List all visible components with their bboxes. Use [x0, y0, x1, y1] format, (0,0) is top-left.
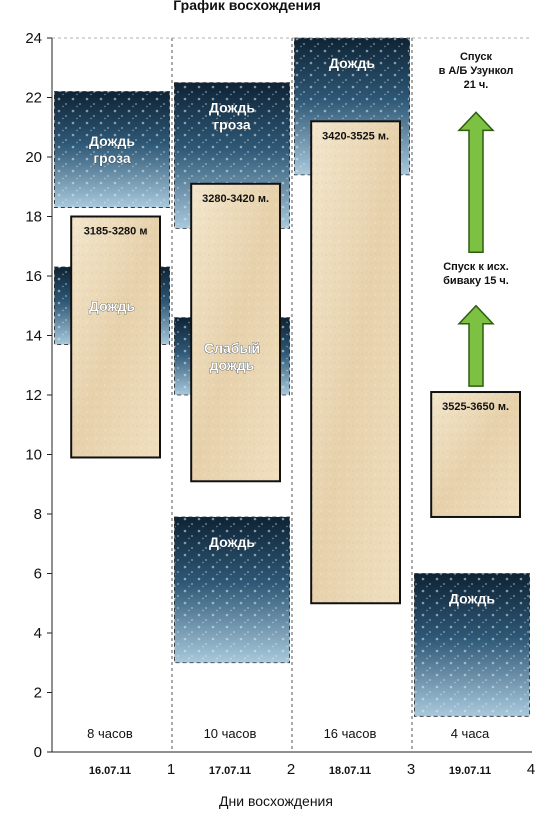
day-date-label: 18.07.11: [329, 765, 371, 777]
climb-bar: 3280-3420 м.: [190, 182, 281, 483]
climb-bar: 3525-3650 м.: [430, 391, 522, 518]
weather-block: [173, 516, 290, 664]
annotation-layer: ДождьгрозаДождьДождьгрозаСлабыйдождьДожд…: [89, 51, 514, 607]
day-duration-label: 16 часов: [324, 726, 377, 741]
climb-bar-label: 3525-3650 м.: [442, 401, 509, 413]
descent-arrow: [457, 304, 495, 387]
y-tick-label: 4: [34, 625, 42, 642]
weather-block-border: [54, 91, 170, 208]
annotation-text: Спуск: [460, 51, 493, 63]
annotation-text: 21 ч.: [464, 79, 489, 91]
climb-bar: 3420-3525 м.: [310, 120, 402, 605]
grid-layer: [171, 38, 413, 752]
y-tick-label: 18: [25, 209, 42, 226]
y-tick-label: 8: [34, 506, 42, 523]
annotation-text: биваку 15 ч.: [443, 275, 509, 287]
x-axis-label: Дни восхождения: [219, 793, 333, 809]
day-date-label: 16.07.11: [89, 765, 131, 777]
weather-label: гроза: [213, 117, 251, 133]
climb-bar-texture: [192, 184, 279, 481]
y-tick-label: 16: [25, 268, 42, 285]
descent-arrow: [457, 111, 495, 253]
climb-bar-label: 3420-3525 м.: [322, 130, 389, 142]
weather-label: Слабый: [204, 340, 260, 356]
weather-label: дождь: [210, 357, 255, 373]
weather-block: [413, 573, 530, 717]
day-duration-label: 10 часов: [204, 726, 257, 741]
climb-layer: 3185-3280 м 3280-3420 м. 3420-3525 м. 3525-…: [70, 120, 522, 605]
weather-label: гроза: [93, 150, 131, 166]
weather-block: [54, 91, 170, 208]
annotation-text: Спуск к исх.: [443, 261, 509, 273]
weather-label: Дождь: [329, 55, 375, 71]
chart-title: График восхождения: [173, 0, 321, 13]
weather-label: Дождь: [209, 534, 255, 550]
y-tick-label: 24: [25, 30, 42, 47]
day-duration-label: 8 часов: [87, 726, 133, 741]
y-tick-label: 0: [34, 744, 42, 761]
climb-bar-texture: [72, 217, 159, 457]
y-tick-label: 22: [25, 90, 42, 107]
y-tick-label: 14: [25, 328, 42, 345]
weather-label: Дождь: [449, 591, 495, 607]
climb-bar-texture: [432, 393, 519, 516]
climb-bar-label: 3280-3420 м.: [202, 193, 269, 205]
day-duration-label: 4 часа: [451, 726, 490, 741]
weather-block-border: [173, 516, 290, 664]
x-tick-label: 4: [527, 761, 535, 778]
weather-label: Дождь: [89, 298, 135, 314]
weather-label: Дождь: [89, 133, 135, 149]
weather-block-drops: [414, 573, 530, 717]
weather-block-border: [413, 573, 530, 717]
day-date-label: 17.07.11: [209, 765, 251, 777]
weather-block-drops: [174, 516, 290, 663]
climb-bar: 3185-3280 м: [70, 215, 161, 459]
weather-block-drops: [54, 91, 170, 208]
climb-bar-texture: [312, 122, 399, 603]
y-tick-label: 12: [25, 387, 42, 404]
x-tick-label: 3: [407, 761, 415, 778]
y-tick-label: 20: [25, 149, 42, 166]
y-tick-label: 10: [25, 447, 42, 464]
x-tick-label: 1: [167, 761, 175, 778]
x-tick-label: 2: [287, 761, 295, 778]
y-tick-label: 6: [34, 566, 42, 583]
day-date-label: 19.07.11: [449, 765, 491, 777]
weather-label: Дождь: [209, 100, 255, 116]
climb-bar-label: 3185-3280 м: [84, 226, 148, 238]
y-tick-label: 2: [34, 685, 42, 702]
annotation-text: в А/Б Узункол: [439, 65, 514, 77]
